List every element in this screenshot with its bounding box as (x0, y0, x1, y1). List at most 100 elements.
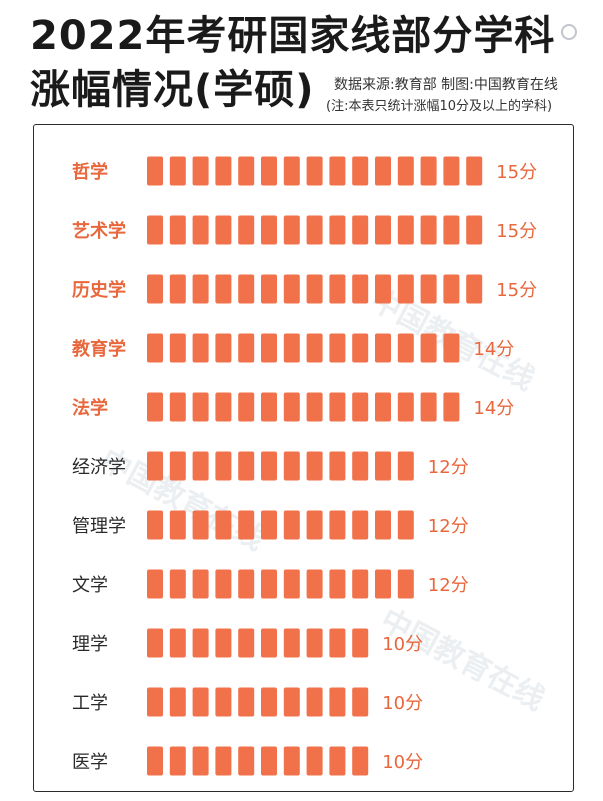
value-label: 10分 (382, 752, 423, 773)
bar-segment (261, 392, 277, 422)
bar-segment (375, 569, 391, 599)
bar-segment (147, 392, 163, 422)
category-label: 经济学 (72, 457, 126, 478)
bar-segment (375, 156, 391, 186)
bar-segment (329, 628, 346, 658)
bar-segment (169, 569, 186, 599)
bar-segment (169, 510, 186, 540)
category-label: 历史学 (72, 279, 126, 301)
category-label: 管理学 (72, 516, 126, 537)
value-label: 12分 (428, 457, 469, 478)
bar-segment (192, 333, 209, 363)
chart-note: (注:本表只统计涨幅10分及以上的学科) (326, 99, 553, 114)
value-label: 10分 (382, 634, 423, 655)
bar-segment (215, 569, 232, 599)
bar-segment (466, 274, 483, 304)
bar-row: 文学 12分 (72, 569, 469, 599)
bar-row: 工学 10分 (72, 687, 423, 717)
bar-segment (238, 510, 255, 540)
bar-row: 理学 10分 (72, 628, 423, 658)
bar-segment (169, 628, 186, 658)
bar-segment (192, 156, 209, 186)
bar-segment (397, 215, 414, 245)
bar-row: 哲学 15分 (72, 156, 537, 186)
bar-segment (306, 451, 323, 481)
bar-segment (306, 156, 323, 186)
bar-segment (147, 569, 163, 599)
bar-segment (192, 687, 209, 717)
bar-segment (306, 687, 323, 717)
bar-segment (283, 156, 300, 186)
bar-segment (306, 628, 323, 658)
value-label: 10分 (382, 693, 423, 714)
bar-segment (169, 392, 186, 422)
bar-segment (375, 274, 391, 304)
value-label: 14分 (473, 398, 514, 419)
bar-segment (420, 392, 437, 422)
bar-segment (147, 156, 163, 186)
bar-segment (283, 746, 300, 776)
bar-segment (420, 274, 437, 304)
bar-segment (238, 274, 255, 304)
bar-segment (192, 746, 209, 776)
bar-segment (397, 333, 414, 363)
bar-segment (397, 451, 414, 481)
category-label: 法学 (72, 397, 108, 419)
bar-segment (238, 392, 255, 422)
bar-segment (329, 156, 346, 186)
bar-segment (283, 333, 300, 363)
bar-segment (238, 451, 255, 481)
bar-segment (443, 333, 460, 363)
bar-segment (397, 274, 414, 304)
value-label: 12分 (428, 516, 469, 537)
bar-segment (283, 274, 300, 304)
category-label: 哲学 (72, 161, 108, 183)
bar-segment (192, 392, 209, 422)
bar-segment (147, 687, 163, 717)
value-label: 15分 (496, 280, 537, 301)
bar-segment (192, 274, 209, 304)
bar-segment (147, 510, 163, 540)
bar-segment (283, 628, 300, 658)
bar-segment (283, 510, 300, 540)
bar-segment (329, 274, 346, 304)
bar-segment (283, 451, 300, 481)
bar-row: 经济学 12分 (72, 451, 469, 481)
bar-segment (283, 569, 300, 599)
bar-segment (215, 628, 232, 658)
bar-segment (215, 746, 232, 776)
bar-segment (169, 333, 186, 363)
bar-segment (261, 274, 277, 304)
bar-segment (352, 569, 369, 599)
chart-title-line1: 2022年考研国家线部分学科 (30, 13, 556, 59)
bar-row: 艺术学 15分 (72, 215, 537, 245)
bar-segment (375, 451, 391, 481)
bar-row: 管理学 12分 (72, 510, 469, 540)
data-source-text: 数据来源:教育部 制图:中国教育在线 (334, 77, 558, 93)
bar-segment (238, 333, 255, 363)
bar-segment (375, 215, 391, 245)
bar-segment (420, 333, 437, 363)
bar-segment (352, 333, 369, 363)
bar-segment (215, 333, 232, 363)
bar-segment (215, 451, 232, 481)
bar-segment (306, 510, 323, 540)
bar-segment (261, 746, 277, 776)
bar-segment (306, 215, 323, 245)
chart-panel: 中国教育在线 中国教育在线 中国教育在线 哲学15分艺术学15分历史学15分教育… (33, 124, 574, 792)
value-label: 12分 (428, 575, 469, 596)
bar-segment (215, 687, 232, 717)
bar-segment (352, 274, 369, 304)
bar-segment (261, 510, 277, 540)
bar-segment (147, 274, 163, 304)
bar-segment (261, 687, 277, 717)
bar-segment (169, 451, 186, 481)
category-label: 工学 (72, 693, 108, 714)
bar-segment (238, 569, 255, 599)
bar-segment (238, 215, 255, 245)
bar-segment (192, 569, 209, 599)
bar-row: 医学 10分 (72, 746, 423, 776)
category-label: 教育学 (72, 338, 126, 360)
bar-segment (261, 156, 277, 186)
